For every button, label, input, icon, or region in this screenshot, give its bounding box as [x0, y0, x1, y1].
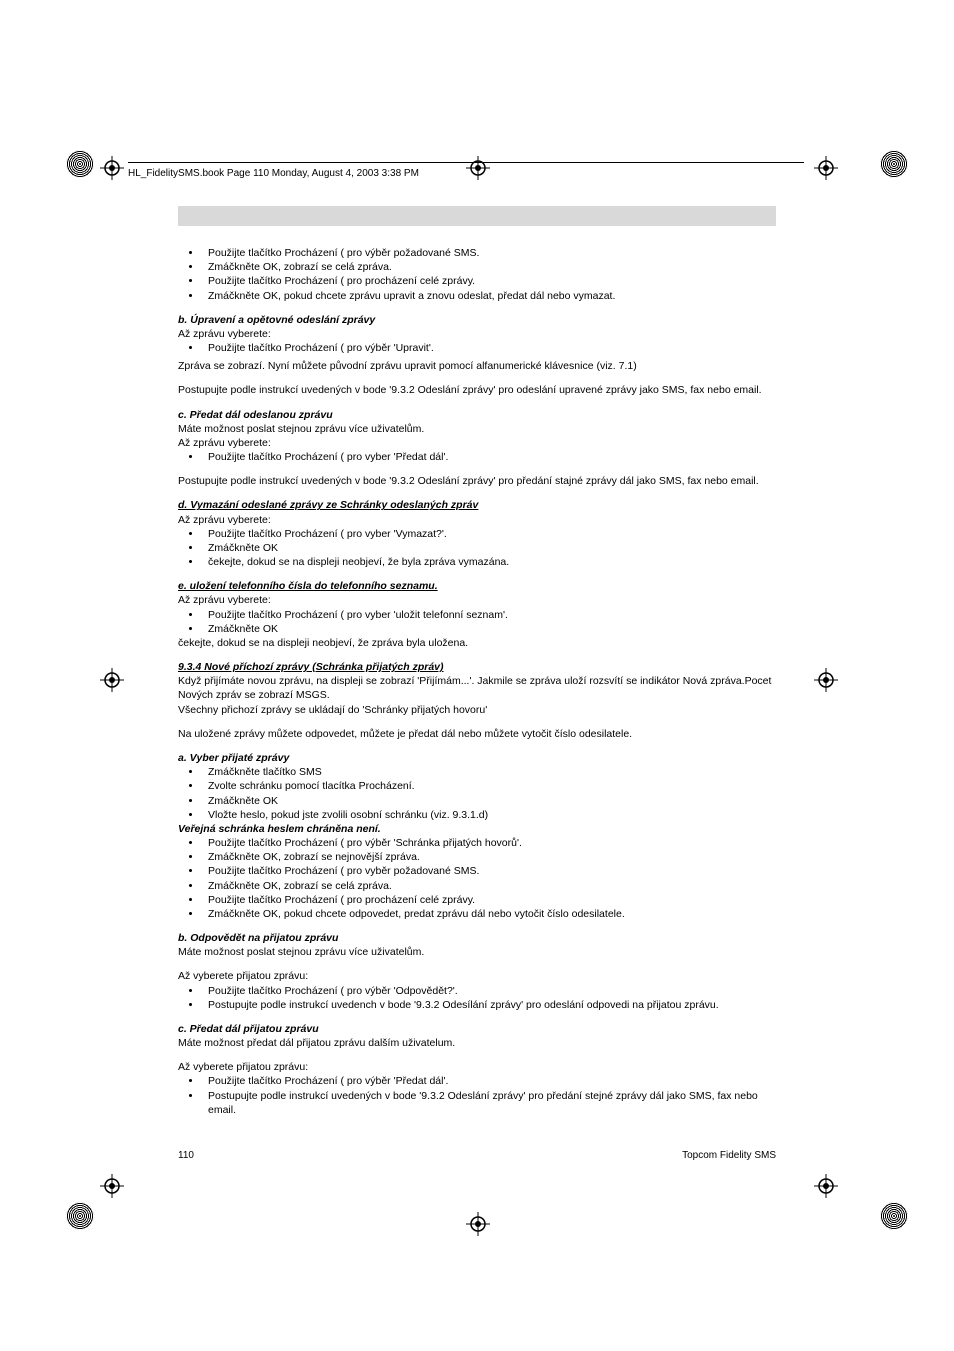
list-item: Zmáčkněte OK, zobrazí se celá zpráva.	[202, 260, 776, 274]
page-number: 110	[178, 1150, 194, 1161]
corner-ornament-icon	[66, 150, 94, 178]
section-title-c: c. Předat dál odeslanou zprávu	[178, 408, 776, 422]
section-title-b: b. Úpravení a opětovné odeslání zprávy	[178, 313, 776, 327]
section-title-d: d. Vymazání odeslané zprávy ze Schránky …	[178, 498, 776, 512]
list: Použijte tlačítko Procházení ( pro vyber…	[202, 608, 776, 636]
paragraph: Až zprávu vyberete:	[178, 593, 776, 607]
list-item: Postupujte podle instrukcí uvedench v bo…	[202, 998, 776, 1012]
list-item: Použijte tlačítko Procházení ( pro výběr…	[202, 984, 776, 998]
footer-label: Topcom Fidelity SMS	[682, 1150, 776, 1161]
list-item: Použijte tlačítko Procházení ( pro výběr…	[202, 1074, 776, 1088]
section-title-e: e. uložení telefonního čísla do telefonn…	[178, 579, 776, 593]
paragraph: Až zprávu vyberete:	[178, 513, 776, 527]
list-item: Použijte tlačítko Procházení ( pro proch…	[202, 274, 776, 288]
list: Použijte tlačítko Procházení ( pro výběr…	[202, 984, 776, 1012]
registration-mark-icon	[100, 668, 124, 692]
paragraph: Všechny přichozí zprávy se ukládají do '…	[178, 703, 776, 717]
list-item: Zmáčkněte OK, pokud chcete odpovedet, pr…	[202, 907, 776, 921]
list-item: Použijte tlačítko Procházení ( pro vyber…	[202, 450, 776, 464]
header-divider	[128, 162, 804, 163]
list: Použijte tlačítko Procházení ( pro výběr…	[202, 1074, 776, 1117]
list-item: Postupujte podle instrukcí uvedených v b…	[202, 1089, 776, 1117]
list-item: Použijte tlačítko Procházení ( pro vyběr…	[202, 864, 776, 878]
paragraph: Až zprávu vyberete:	[178, 436, 776, 450]
paragraph: Postupujte podle instrukcí uvedených v b…	[178, 474, 776, 488]
list-item: Použijte tlačítko Procházení ( pro proch…	[202, 893, 776, 907]
corner-ornament-icon	[66, 1202, 94, 1230]
paragraph: Máte možnost poslat stejnou zprávu více …	[178, 945, 776, 959]
list-item: Použijte tlačítko Procházení ( pro výběr…	[202, 246, 776, 260]
registration-mark-icon	[814, 156, 838, 180]
registration-mark-icon	[100, 156, 124, 180]
list-item: Použijte tlačítko Procházení ( pro vyber…	[202, 527, 776, 541]
section-title-a2: a. Vyber přijaté zprávy	[178, 751, 776, 765]
document-page: HL_FidelitySMS.book Page 110 Monday, Aug…	[0, 0, 954, 1351]
list-item: Použijte tlačítko Procházení ( pro výběr…	[202, 341, 776, 355]
section-title-c2: c. Předat dál přijatou zprávu	[178, 1022, 776, 1036]
header-text: HL_FidelitySMS.book Page 110 Monday, Aug…	[128, 168, 419, 179]
list-item: Zmáčkněte OK, pokud chcete zprávu upravi…	[202, 289, 776, 303]
list-item: Vložte heslo, pokud jste zvolili osobní …	[202, 808, 776, 822]
corner-ornament-icon	[880, 1202, 908, 1230]
list-item: Zmáčkněte tlačítko SMS	[202, 765, 776, 779]
list-item: Použijte tlačítko Procházení ( pro výběr…	[202, 836, 776, 850]
list: Použijte tlačítko Procházení ( pro vyber…	[202, 527, 776, 570]
list: Použijte tlačítko Procházení ( pro výběr…	[202, 341, 776, 355]
list-item: čekejte, dokud se na displeji neobjeví, …	[202, 555, 776, 569]
paragraph: Na uložené zprávy můžete odpovedet, může…	[178, 727, 776, 741]
section-title-b2: b. Odpovědět na přijatou zprávu	[178, 931, 776, 945]
paragraph: Máte možnost poslat stejnou zprávu více …	[178, 422, 776, 436]
list-item: Zvolte schránku pomocí tlacítka Procháze…	[202, 779, 776, 793]
registration-mark-icon	[814, 668, 838, 692]
list-item: Zmáčkněte OK	[202, 622, 776, 636]
gray-header-bar	[178, 206, 776, 226]
list: Použijte tlačítko Procházení ( pro vyber…	[202, 450, 776, 464]
list: Použijte tlačítko Procházení ( pro výběr…	[202, 836, 776, 921]
page-content: Použijte tlačítko Procházení ( pro výběr…	[178, 246, 776, 1117]
registration-mark-icon	[466, 1212, 490, 1236]
paragraph: Postupujte podle instrukcí uvedených v b…	[178, 383, 776, 397]
list-item: Zmáčkněte OK	[202, 541, 776, 555]
intro-list: Použijte tlačítko Procházení ( pro výběr…	[202, 246, 776, 303]
list-item: Zmáčkněte OK	[202, 794, 776, 808]
note-bold: Veřejná schránka heslem chráněna není.	[178, 822, 776, 836]
registration-mark-icon	[466, 156, 490, 180]
list: Zmáčkněte tlačítko SMS Zvolte schránku p…	[202, 765, 776, 822]
list-item: Zmáčkněte OK, zobrazí se nejnovější zprá…	[202, 850, 776, 864]
paragraph: Máte možnost předat dál přijatou zprávu …	[178, 1036, 776, 1050]
paragraph: Až vyberete přijatou zprávu:	[178, 969, 776, 983]
paragraph: Až zprávu vyberete:	[178, 327, 776, 341]
registration-mark-icon	[814, 1174, 838, 1198]
paragraph: Až vyberete přijatou zprávu:	[178, 1060, 776, 1074]
list-item: Použijte tlačítko Procházení ( pro vyber…	[202, 608, 776, 622]
paragraph: Když přijímáte novou zprávu, na displeji…	[178, 674, 776, 702]
section-title-934: 9.3.4 Nové příchozí zprávy (Schránka při…	[178, 660, 776, 674]
corner-ornament-icon	[880, 150, 908, 178]
registration-mark-icon	[100, 1174, 124, 1198]
paragraph: Zpráva se zobrazí. Nyní můžete původní z…	[178, 359, 776, 373]
paragraph: čekejte, dokud se na displeji neobjeví, …	[178, 636, 776, 650]
list-item: Zmáčkněte OK, zobrazí se celá zpráva.	[202, 879, 776, 893]
